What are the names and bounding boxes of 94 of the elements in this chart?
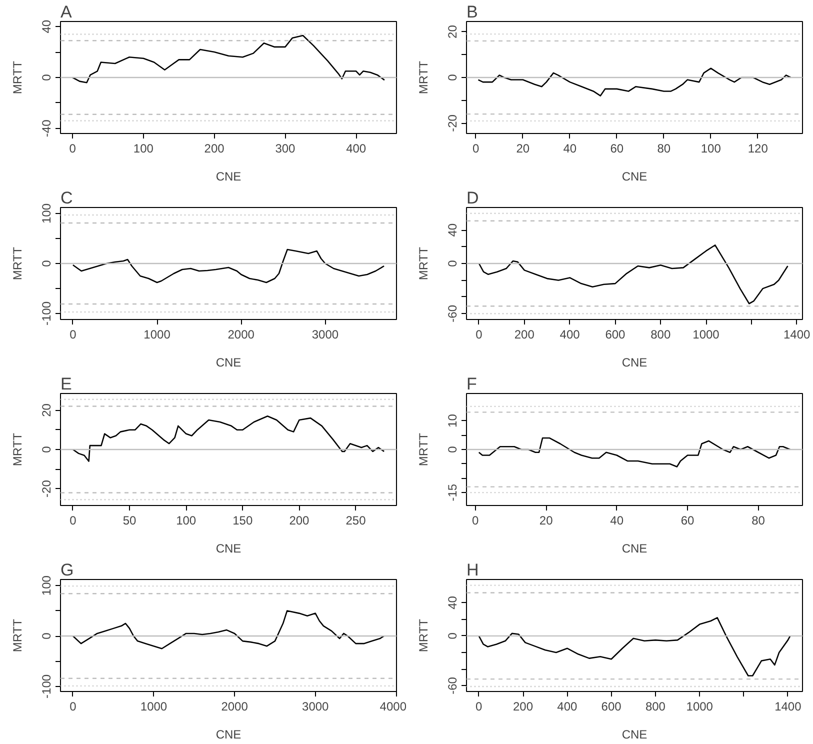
x-tick-label: 50: [122, 514, 137, 528]
y-tick-label: 0: [446, 260, 460, 267]
chart-title: D: [466, 188, 479, 208]
y-tick-label: 0: [40, 632, 54, 640]
x-axis-title: CNE: [216, 542, 242, 556]
x-tick-label: 200: [513, 700, 534, 714]
y-tick-label: 40: [446, 596, 460, 610]
y-tick-label: 0: [446, 446, 460, 453]
x-tick-label: 4000: [380, 700, 407, 714]
y-tick-label: 0: [40, 260, 54, 267]
x-tick-label: 300: [275, 142, 296, 156]
x-tick-label: 40: [563, 142, 577, 156]
x-tick-label: 0: [70, 514, 77, 528]
x-tick-label: 3000: [302, 700, 330, 714]
x-axis-title: CNE: [622, 170, 648, 184]
x-axis-title: CNE: [622, 728, 648, 742]
x-tick-label: 20: [539, 514, 554, 528]
chart-title: A: [60, 2, 72, 22]
x-tick-label: 200: [514, 328, 535, 342]
x-tick-label: 1000: [140, 700, 168, 714]
x-tick-label: 800: [650, 328, 671, 342]
x-tick-label: 1000: [686, 700, 714, 714]
y-tick-label: 0: [40, 74, 54, 81]
chart-title: F: [466, 374, 477, 394]
x-axis-title: CNE: [216, 356, 242, 370]
y-tick-label: 100: [40, 203, 54, 224]
x-tick-label: 0: [70, 700, 77, 714]
y-axis-title: MRTT: [416, 246, 430, 280]
y-tick-label: 100: [40, 575, 54, 596]
chart-title: C: [60, 188, 73, 208]
y-tick-label: 10: [446, 414, 460, 428]
x-tick-label: 1400: [774, 700, 802, 714]
y-tick-label: -20: [40, 480, 54, 498]
y-tick-label: 20: [446, 24, 460, 38]
x-tick-label: 200: [289, 514, 310, 528]
x-axis-title: CNE: [622, 356, 648, 370]
chart-title: H: [466, 560, 479, 580]
y-axis-title: MRTT: [10, 618, 24, 652]
y-axis-title: MRTT: [416, 618, 430, 652]
y-tick-label: 0: [446, 632, 460, 640]
x-tick-label: 0: [70, 328, 77, 342]
y-tick-label: -20: [446, 114, 460, 132]
y-tick-label: -100: [40, 301, 54, 326]
y-axis-title: MRTT: [416, 432, 430, 466]
x-tick-label: 3000: [312, 328, 339, 342]
x-tick-label: 120: [748, 142, 768, 156]
x-tick-label: 80: [752, 514, 766, 528]
x-tick-label: 1400: [783, 328, 810, 342]
y-axis-title: MRTT: [10, 246, 24, 280]
x-tick-label: 60: [610, 142, 624, 156]
y-tick-label: -100: [40, 674, 54, 698]
y-tick-label: 20: [40, 403, 54, 417]
x-tick-label: 0: [476, 328, 483, 342]
x-tick-label: 100: [133, 142, 154, 156]
y-tick-label: -40: [40, 119, 54, 138]
x-tick-label: 1000: [692, 328, 720, 342]
x-tick-label: 0: [472, 514, 480, 528]
y-axis-title: MRTT: [10, 432, 24, 466]
chart-title: G: [60, 560, 74, 580]
x-tick-label: 200: [204, 142, 225, 156]
y-tick-label: 0: [40, 446, 54, 453]
y-tick-label: -15: [446, 484, 460, 502]
x-tick-label: 600: [601, 700, 622, 714]
y-tick-label: 40: [40, 20, 54, 34]
x-tick-label: 20: [516, 142, 530, 156]
y-tick-label: -60: [446, 676, 460, 694]
chart-title: E: [60, 374, 72, 394]
x-tick-label: 600: [605, 328, 626, 342]
x-tick-label: 100: [700, 142, 722, 156]
x-tick-label: 0: [69, 142, 76, 156]
x-tick-label: 250: [346, 514, 366, 528]
x-tick-label: 60: [680, 514, 695, 528]
x-tick-label: 400: [346, 142, 366, 156]
x-tick-label: 40: [610, 514, 624, 528]
x-axis-title: CNE: [216, 728, 242, 742]
x-axis-title: CNE: [216, 170, 242, 184]
x-tick-label: 400: [557, 700, 578, 714]
x-tick-label: 2000: [221, 700, 248, 714]
x-axis-title: CNE: [622, 542, 648, 556]
y-axis-title: MRTT: [10, 60, 24, 94]
x-tick-label: 800: [645, 700, 666, 714]
y-axis-title: MRTT: [416, 60, 430, 94]
y-tick-label: 40: [446, 223, 460, 237]
x-tick-label: 150: [232, 514, 253, 528]
x-tick-label: 2000: [228, 328, 255, 342]
x-tick-label: 100: [176, 514, 196, 528]
x-tick-label: 1000: [144, 328, 171, 342]
y-tick-label: -60: [446, 304, 460, 322]
x-tick-label: 80: [657, 142, 671, 156]
x-tick-label: 400: [560, 328, 580, 342]
chart-title: B: [466, 2, 478, 22]
y-tick-label: 0: [446, 74, 460, 81]
x-tick-label: 0: [476, 700, 483, 714]
x-tick-label: 0: [472, 142, 480, 156]
